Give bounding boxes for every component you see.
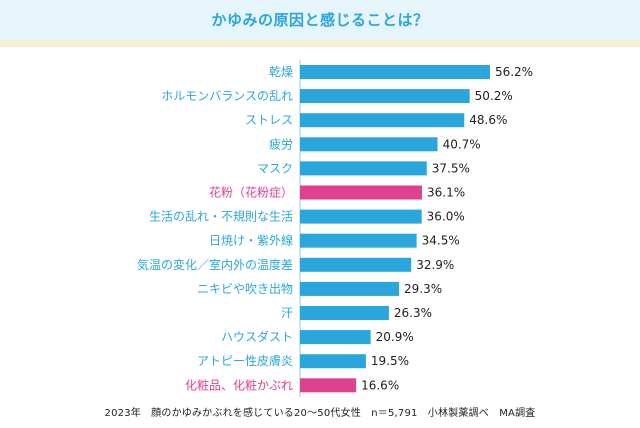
- category-label: ニキビや吹き出物: [197, 282, 293, 296]
- value-label: 37.5%: [432, 161, 470, 175]
- category-label: 乾燥: [269, 65, 293, 79]
- category-label: アトピー性皮膚炎: [197, 353, 293, 368]
- category-label: ストレス: [245, 113, 293, 127]
- category-label: ホルモンバランスの乱れ: [161, 89, 293, 103]
- category-label: 疲労: [269, 136, 293, 151]
- value-label: 16.6%: [361, 378, 399, 392]
- bar: [300, 65, 490, 79]
- category-label: 化粧品、化粧かぶれ: [185, 378, 293, 392]
- value-label: 56.2%: [495, 65, 533, 79]
- bar: [300, 378, 357, 393]
- category-label: 生活の乱れ・不規則な生活: [149, 209, 293, 224]
- title-underline: [0, 40, 640, 47]
- bar: [300, 233, 417, 248]
- value-label: 34.5%: [422, 234, 460, 248]
- category-label: マスク: [257, 161, 293, 175]
- value-label: 36.1%: [427, 186, 465, 200]
- value-label: 19.5%: [371, 354, 409, 368]
- value-label: 29.3%: [404, 282, 442, 296]
- bar: [300, 113, 465, 128]
- category-label: 汗: [281, 306, 293, 320]
- value-label: 20.9%: [376, 330, 414, 344]
- value-label: 48.6%: [469, 113, 507, 127]
- title-banner: [0, 0, 640, 40]
- bar: [300, 137, 438, 152]
- footnote: 2023年 顔のかゆみかぶれを感じている20～50代女性 n＝5,791 小林製…: [104, 408, 536, 419]
- bar: [300, 161, 427, 176]
- value-label: 32.9%: [416, 258, 454, 272]
- bar: [300, 281, 400, 296]
- value-label: 36.0%: [427, 210, 465, 224]
- category-label: 日焼け・紫外線: [209, 233, 293, 248]
- bar: [300, 209, 422, 224]
- chart-title: かゆみの原因と感じることは？: [211, 11, 429, 29]
- category-label: ハウスダスト: [221, 329, 293, 344]
- bar: [300, 185, 423, 200]
- bar: [300, 330, 371, 345]
- value-label: 40.7%: [443, 137, 481, 151]
- bar: [300, 306, 389, 320]
- bar: [300, 354, 366, 369]
- bar: [300, 257, 412, 272]
- bar: [300, 89, 470, 104]
- category-label: 気温の変化／室内外の温度差: [137, 257, 293, 272]
- value-label: 50.2%: [475, 89, 513, 103]
- category-label: 花粉（花粉症）: [209, 185, 293, 200]
- value-label: 26.3%: [394, 306, 432, 320]
